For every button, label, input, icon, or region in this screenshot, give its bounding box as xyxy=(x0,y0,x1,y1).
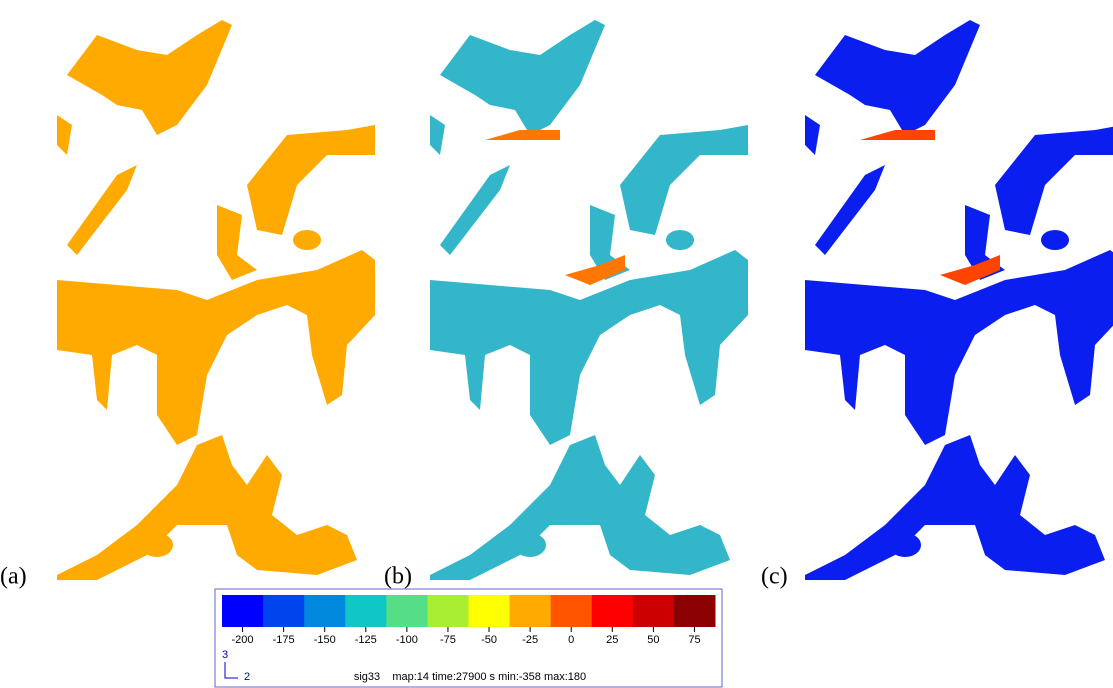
colorbar: -200 -175 -150 -125 -100 -75 -50 -25 0 25 50 75 xyxy=(222,595,716,646)
panel-c-map xyxy=(805,20,1113,580)
colorbar-tick-label: 25 xyxy=(606,634,618,646)
axis-label: 2 xyxy=(244,671,250,683)
colorbar-swatch xyxy=(345,595,387,627)
colorbar-tick-label: -125 xyxy=(355,634,377,646)
colorbar-tick-label: -100 xyxy=(396,634,418,646)
colorbar-tick-label: -25 xyxy=(522,634,538,646)
colorbar-swatch xyxy=(632,595,675,627)
colorbar-swatch xyxy=(591,595,634,627)
colorbar-tick-label: -50 xyxy=(481,634,497,646)
panel-label: (c) xyxy=(761,564,788,590)
colorbar-tick-label: 75 xyxy=(688,634,700,646)
hot-spot xyxy=(485,130,625,285)
colorbar-swatch xyxy=(550,595,593,627)
colorbar-swatch xyxy=(222,595,264,627)
panel-label: (b) xyxy=(384,564,412,590)
colorbar-swatch xyxy=(263,595,305,627)
colorbar-swatch xyxy=(386,595,428,627)
hot-spot xyxy=(860,130,1000,285)
colorbar-tick-label: 0 xyxy=(568,634,574,646)
caption: sig33 map:14 time:27900 s min:-358 max:1… xyxy=(354,671,586,683)
panel-a-map xyxy=(57,20,375,580)
axis-label: 3 xyxy=(222,649,228,661)
colorbar-swatch xyxy=(509,595,552,627)
colorbar-swatch xyxy=(468,595,511,627)
colorbar-tick-label: 50 xyxy=(647,634,659,646)
colorbar-tick-label: -150 xyxy=(314,634,336,646)
colorbar-tick-label: -200 xyxy=(232,634,254,646)
axis-triad xyxy=(224,662,238,679)
colorbar-tick-label: -75 xyxy=(440,634,456,646)
panel-label: (a) xyxy=(0,564,27,590)
panel-b-map xyxy=(430,20,748,580)
colorbar-tick-label: -175 xyxy=(273,634,295,646)
colorbar-swatch xyxy=(304,595,346,627)
colorbar-swatch xyxy=(427,595,469,627)
colorbar-swatch xyxy=(673,595,716,627)
